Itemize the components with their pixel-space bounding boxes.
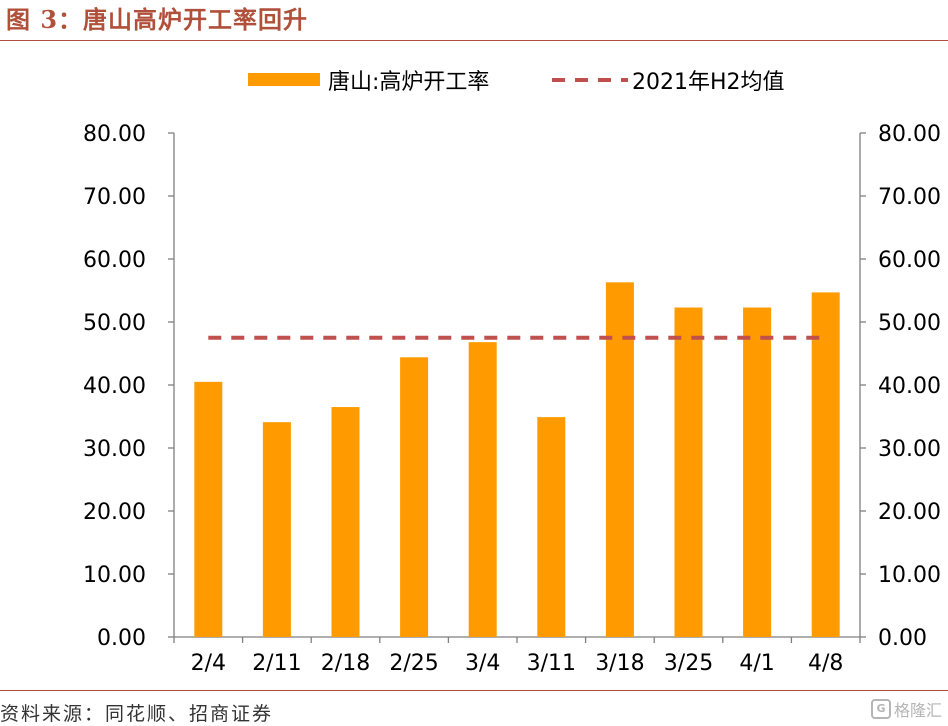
source-divider [0, 690, 948, 691]
y-tick-label-left: 30.00 [83, 437, 146, 462]
y-tick-label-right: 80.00 [878, 122, 941, 147]
x-tick-label: 2/18 [321, 651, 370, 676]
y-tick-label-right: 0.00 [878, 626, 927, 651]
x-tick-labels: 2/4 2/11 2/18 2/25 3/4 3/11 3/18 3/25 4/1 4/8 [191, 651, 844, 676]
x-tick-label: 4/8 [808, 651, 843, 676]
y-tick-label-right: 40.00 [878, 374, 941, 399]
bars [194, 282, 840, 637]
watermark-text: 格隆汇 [893, 701, 942, 720]
bar [811, 292, 840, 637]
y-tick-label-left: 60.00 [83, 248, 146, 273]
bar [605, 282, 634, 637]
y-tick-labels: 0.00 0.00 10.00 10.00 20.00 20.00 30.00 30.00 40… [83, 122, 941, 651]
y-tick-label-left: 40.00 [83, 374, 146, 399]
y-tick-label-right: 20.00 [878, 500, 941, 525]
bar [537, 417, 566, 637]
legend-label-avg-line: 2021年H2均值 [632, 70, 785, 95]
y-tick-label-left: 70.00 [83, 185, 146, 210]
legend: 唐山:高炉开工率 2021年H2均值 [248, 70, 785, 95]
bar [743, 307, 772, 637]
legend-swatch-bar [248, 73, 320, 86]
x-tick-label: 2/11 [252, 651, 301, 676]
x-tick-label: 3/25 [664, 651, 713, 676]
y-tick-label-left: 20.00 [83, 500, 146, 525]
bar [400, 357, 429, 637]
y-tick-label-left: 0.00 [97, 626, 146, 651]
y-tick-label-right: 60.00 [878, 248, 941, 273]
x-tick-label: 3/18 [595, 651, 644, 676]
x-tick-label: 3/4 [465, 651, 500, 676]
source-note: 资料来源：同花顺、招商证券 [0, 703, 274, 725]
x-tick-label: 2/25 [389, 651, 438, 676]
bar [194, 381, 223, 637]
legend-label-bar: 唐山:高炉开工率 [328, 70, 489, 95]
y-tick-label-right: 10.00 [878, 563, 941, 588]
title-divider [0, 40, 948, 41]
bar [331, 407, 360, 637]
y-tick-label-left: 50.00 [83, 311, 146, 336]
bar [674, 307, 703, 637]
watermark: G 格隆汇 [870, 696, 942, 722]
bar [468, 342, 497, 637]
y-tick-label-left: 10.00 [83, 563, 146, 588]
y-tick-label-right: 30.00 [878, 437, 941, 462]
y-tick-label-right: 50.00 [878, 311, 941, 336]
x-tick-label: 2/4 [191, 651, 226, 676]
x-tick-label: 4/1 [739, 651, 774, 676]
watermark-logo-icon: G [870, 699, 891, 719]
y-tick-label-left: 80.00 [83, 122, 146, 147]
x-tick-label: 3/11 [527, 651, 576, 676]
figure-title: 图 3：唐山高炉开工率回升 [6, 5, 309, 34]
y-tick-label-right: 70.00 [878, 185, 941, 210]
bar [262, 422, 291, 637]
